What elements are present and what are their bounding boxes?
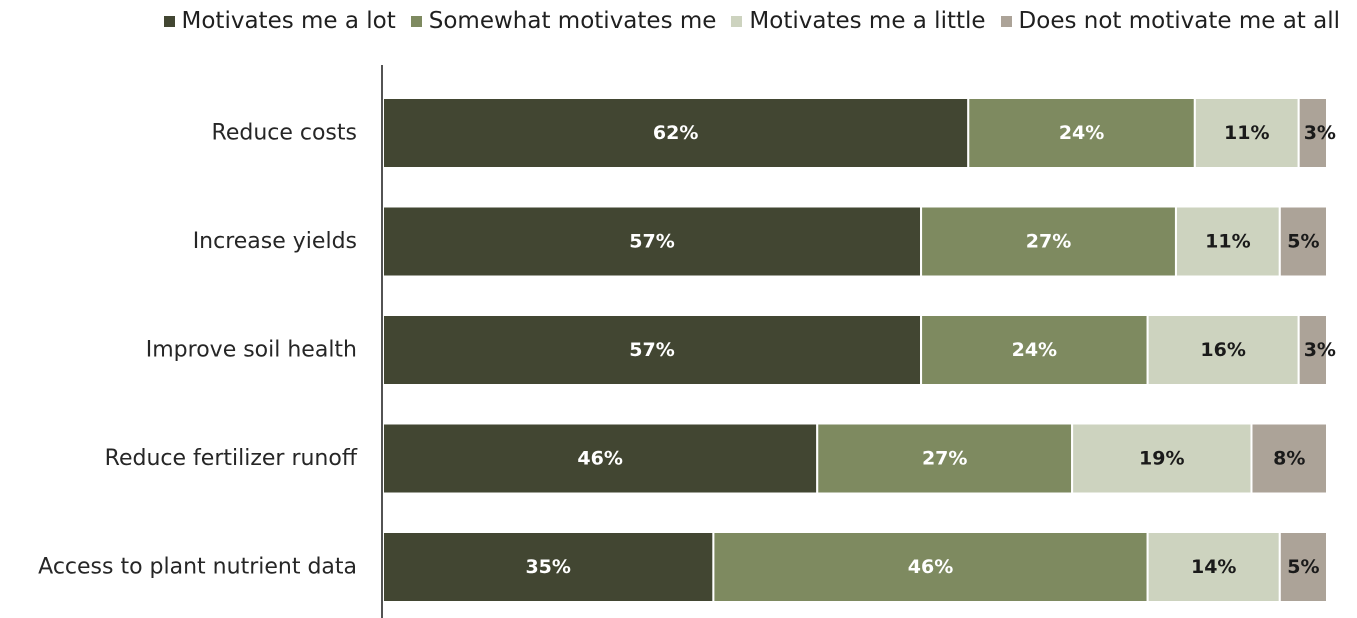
category-labels-group: Reduce costs Increase yields Improve soil … bbox=[38, 121, 358, 580]
legend-swatch bbox=[163, 15, 175, 27]
bars-group: 62% 24% 11% 3% 57% 27% 11% 5% 57% 24% 16% 3% 46% 27% 1… bbox=[382, 97, 1336, 603]
bar-segment bbox=[1193, 97, 1300, 169]
legend-label: Motivates me a lot bbox=[181, 8, 396, 34]
bar-segment bbox=[1174, 205, 1281, 278]
bar-segment bbox=[1250, 422, 1328, 495]
data-label: 11% bbox=[1224, 122, 1269, 144]
data-label: 5% bbox=[1287, 556, 1319, 578]
data-label: 35% bbox=[525, 556, 570, 578]
bar-segment bbox=[382, 314, 923, 386]
legend-swatch bbox=[731, 15, 743, 27]
data-label: 16% bbox=[1200, 339, 1245, 361]
category-label: Increase yields bbox=[193, 229, 357, 254]
bar-segment bbox=[816, 422, 1074, 495]
bar-segment bbox=[1071, 422, 1253, 495]
bar-segment bbox=[1297, 97, 1329, 169]
bar-segment bbox=[920, 314, 1149, 386]
category-label: Reduce fertilizer runoff bbox=[105, 446, 358, 471]
category-label: Access to plant nutrient data bbox=[38, 555, 357, 580]
legend-item-motivates-a-lot: Motivates me a lot bbox=[163, 8, 396, 34]
legend-swatch bbox=[410, 15, 422, 27]
legend-label: Somewhat motivates me bbox=[428, 8, 717, 34]
bar-segment bbox=[967, 97, 1196, 169]
data-label: 3% bbox=[1304, 122, 1336, 144]
data-label: 5% bbox=[1287, 231, 1319, 253]
bar-segment bbox=[1297, 314, 1329, 386]
bar-segment bbox=[1278, 205, 1329, 278]
bar-segment bbox=[382, 205, 923, 278]
legend-item-does-not-motivate: Does not motivate me at all bbox=[1000, 8, 1340, 34]
data-label: 27% bbox=[922, 448, 967, 470]
chart-legend: Motivates me a lot Somewhat motivates me… bbox=[0, 8, 1340, 34]
category-label: Improve soil health bbox=[146, 338, 357, 363]
data-label: 19% bbox=[1139, 448, 1184, 470]
data-label: 14% bbox=[1191, 556, 1236, 578]
legend-swatch bbox=[1000, 15, 1012, 27]
data-label: 46% bbox=[908, 556, 953, 578]
bar-segment bbox=[382, 422, 819, 495]
data-label: 46% bbox=[577, 448, 622, 470]
bar-segment bbox=[712, 531, 1149, 603]
data-label: 3% bbox=[1304, 339, 1336, 361]
data-label: 62% bbox=[653, 122, 698, 144]
bar-segment bbox=[1278, 531, 1329, 603]
bar-segment bbox=[382, 97, 970, 169]
bar-segment bbox=[382, 531, 715, 603]
data-label: 8% bbox=[1273, 448, 1305, 470]
legend-item-somewhat-motivates: Somewhat motivates me bbox=[410, 8, 717, 34]
category-label: Reduce costs bbox=[212, 121, 357, 146]
legend-label: Motivates me a little bbox=[749, 8, 986, 34]
data-label: 11% bbox=[1205, 231, 1250, 253]
legend-item-motivates-a-little: Motivates me a little bbox=[731, 8, 986, 34]
data-label: 57% bbox=[629, 231, 674, 253]
data-label: 24% bbox=[1012, 339, 1057, 361]
data-label: 57% bbox=[629, 339, 674, 361]
legend-label: Does not motivate me at all bbox=[1018, 8, 1340, 34]
data-label: 27% bbox=[1026, 231, 1071, 253]
bar-segment bbox=[920, 205, 1177, 278]
data-label: 24% bbox=[1059, 122, 1104, 144]
